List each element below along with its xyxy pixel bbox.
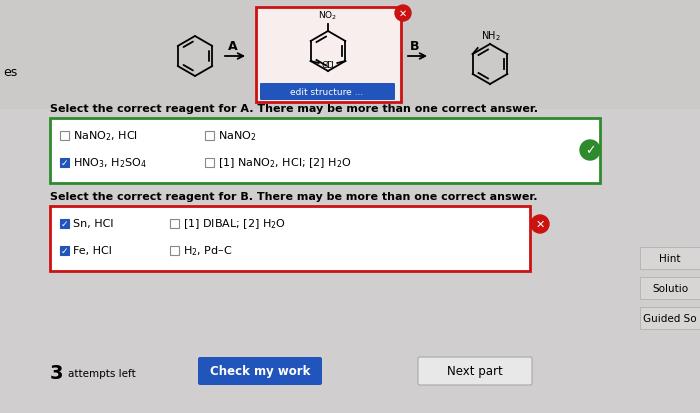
Text: edit structure ...: edit structure ...	[290, 88, 363, 97]
Text: HNO$_3$, H$_2$SO$_4$: HNO$_3$, H$_2$SO$_4$	[73, 156, 147, 170]
Text: NaNO$_2$: NaNO$_2$	[218, 129, 256, 143]
Text: ✓: ✓	[584, 144, 595, 157]
Text: H$_2$, Pd–C: H$_2$, Pd–C	[183, 244, 232, 258]
FancyBboxPatch shape	[50, 119, 600, 183]
Text: Fe, HCl: Fe, HCl	[73, 246, 112, 256]
Text: Select the correct reagent for B. There may be more than one correct answer.: Select the correct reagent for B. There …	[50, 192, 538, 202]
FancyBboxPatch shape	[60, 219, 69, 228]
Text: ✓: ✓	[61, 219, 69, 228]
FancyBboxPatch shape	[418, 357, 532, 385]
Text: ✓: ✓	[61, 159, 69, 168]
Text: Cl: Cl	[322, 60, 330, 69]
Text: Cl: Cl	[326, 60, 335, 69]
Circle shape	[531, 216, 549, 233]
FancyBboxPatch shape	[198, 357, 322, 385]
Text: NaNO$_2$, HCl: NaNO$_2$, HCl	[73, 129, 138, 143]
Text: attempts left: attempts left	[68, 368, 136, 378]
Text: Solutio: Solutio	[652, 283, 688, 293]
FancyBboxPatch shape	[205, 132, 214, 141]
Text: [1] DIBAL; [2] H$_2$O: [1] DIBAL; [2] H$_2$O	[183, 217, 286, 231]
FancyBboxPatch shape	[640, 277, 700, 299]
Text: ✕: ✕	[536, 219, 545, 230]
FancyBboxPatch shape	[256, 8, 401, 103]
FancyBboxPatch shape	[260, 84, 395, 101]
Text: [1] NaNO$_2$, HCl; [2] H$_2$O: [1] NaNO$_2$, HCl; [2] H$_2$O	[218, 156, 351, 170]
Text: NH$_2$: NH$_2$	[481, 29, 500, 43]
Circle shape	[580, 141, 600, 161]
FancyBboxPatch shape	[640, 247, 700, 269]
Text: ✕: ✕	[399, 9, 407, 19]
Text: Select the correct reagent for A. There may be more than one correct answer.: Select the correct reagent for A. There …	[50, 104, 538, 114]
FancyBboxPatch shape	[60, 159, 69, 168]
FancyBboxPatch shape	[170, 219, 179, 228]
FancyBboxPatch shape	[60, 132, 69, 141]
Text: Hint: Hint	[659, 254, 680, 263]
Text: A: A	[228, 40, 238, 53]
Text: Next part: Next part	[447, 365, 503, 377]
Circle shape	[395, 6, 411, 22]
FancyBboxPatch shape	[170, 247, 179, 255]
Text: es: es	[3, 65, 18, 78]
Text: Sn, HCl: Sn, HCl	[73, 219, 113, 229]
FancyBboxPatch shape	[205, 159, 214, 168]
Text: Guided So: Guided So	[643, 313, 696, 323]
FancyBboxPatch shape	[0, 0, 700, 110]
Text: 3: 3	[50, 363, 64, 382]
Text: Check my work: Check my work	[210, 365, 310, 377]
Text: ✓: ✓	[61, 247, 69, 255]
Text: NO$_2$: NO$_2$	[318, 9, 337, 22]
FancyBboxPatch shape	[60, 247, 69, 255]
FancyBboxPatch shape	[50, 206, 530, 271]
Text: B: B	[410, 40, 420, 53]
FancyBboxPatch shape	[640, 307, 700, 329]
